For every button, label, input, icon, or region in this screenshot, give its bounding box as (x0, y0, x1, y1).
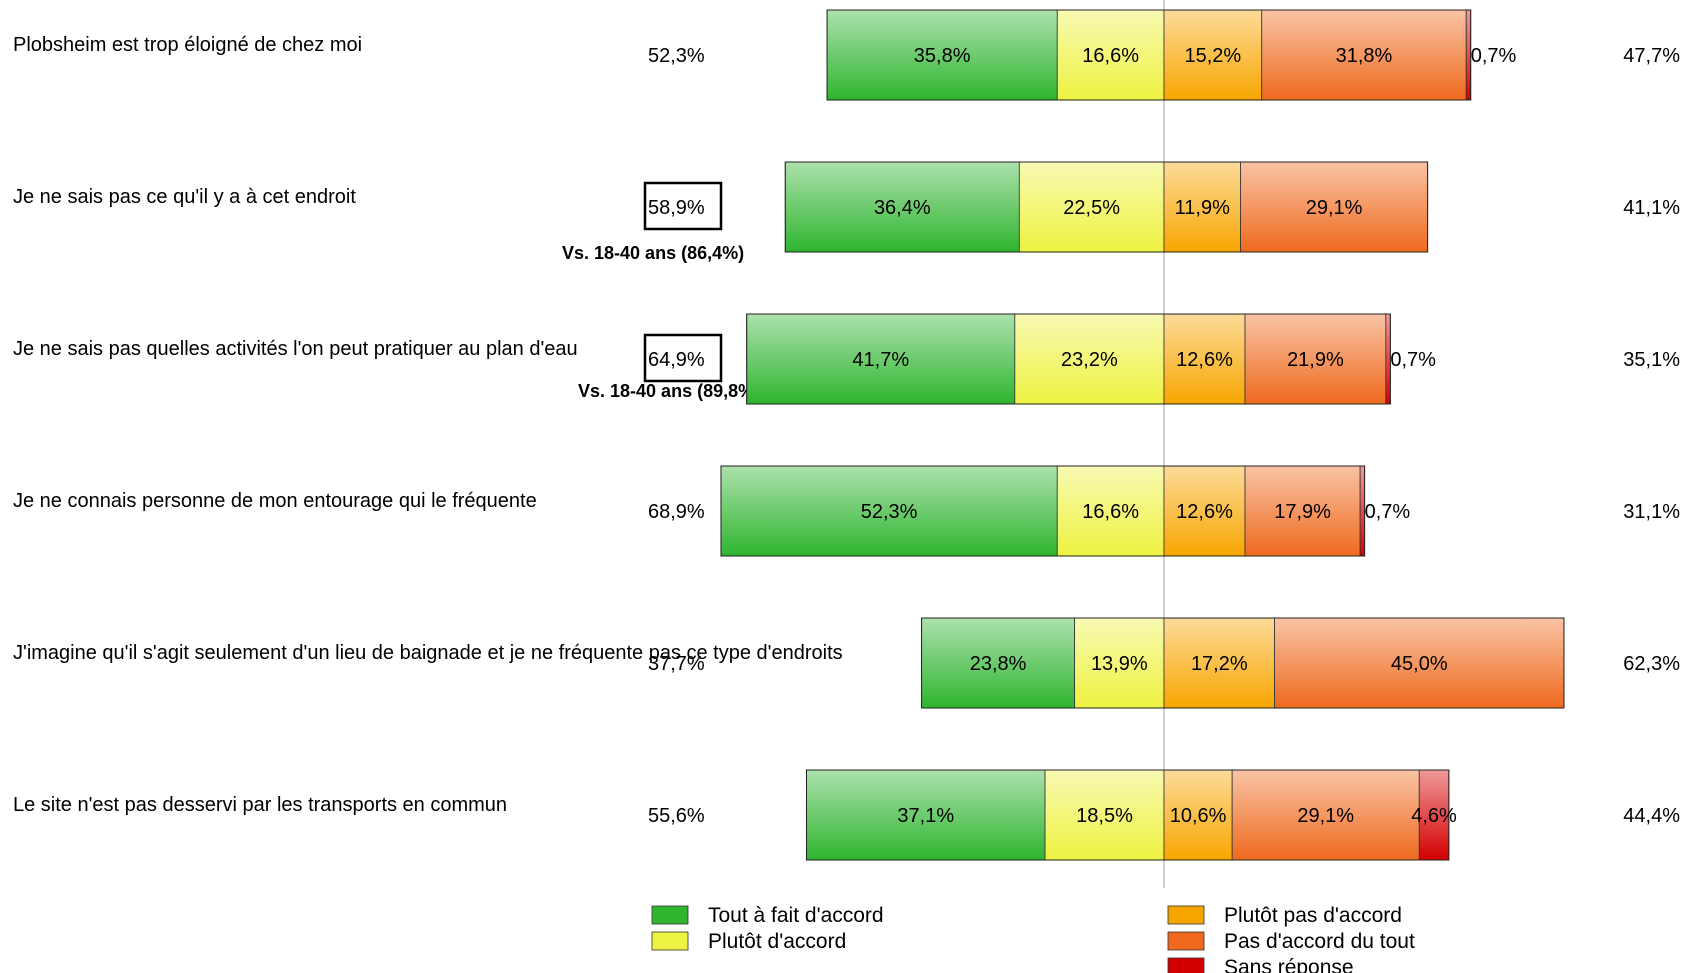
agree-total: 68,9% (648, 501, 705, 523)
agree-total: 55,6% (648, 805, 705, 827)
legend-item-tout-a-fait-d-accord: Tout à fait d'accord (651, 904, 884, 927)
data-label: 17,9% (1274, 501, 1331, 523)
row-5: J'imagine qu'il s'agit seulement d'un li… (13, 617, 1680, 709)
data-label: 4,6% (1411, 805, 1457, 827)
row-1: Plobsheim est trop éloigné de chez moi 52… (13, 9, 1680, 101)
bar-outline (921, 617, 1565, 709)
category-label: Je ne connais personne de mon entourage … (13, 490, 537, 512)
category-label: J'imagine qu'il s'agit seulement d'un li… (13, 642, 843, 664)
legend-item-plutot-pas-d-accord: Plutôt pas d'accord (1167, 904, 1402, 927)
data-label: 21,9% (1287, 349, 1344, 371)
comparison-note: Vs. 18-40 ans (86,4%) (562, 243, 744, 263)
bar-outline (720, 465, 1366, 557)
row-3: Je ne sais pas quelles activités l'on pe… (13, 313, 1680, 405)
bar-segment-pas-d-accord-du-tout (1244, 313, 1387, 405)
row-2: Je ne sais pas ce qu'il y a à cet endroi… (13, 161, 1680, 263)
bar-segment-tout-a-fait-d-accord (720, 465, 1058, 557)
data-label: 0,7% (1471, 45, 1517, 67)
category-label: Je ne sais pas ce qu'il y a à cet endroi… (13, 186, 356, 208)
legend-swatch (1167, 957, 1205, 973)
disagree-total: 31,1% (1623, 501, 1680, 523)
data-label: 23,8% (970, 653, 1027, 675)
legend-swatch (651, 905, 689, 925)
data-label: 11,9% (1175, 197, 1230, 219)
legend-label: Sans réponse (1224, 956, 1354, 973)
category-label: Le site n'est pas desservi par les trans… (13, 794, 507, 816)
legend-swatch (1167, 931, 1205, 951)
category-label: Je ne sais pas quelles activités l'on pe… (13, 338, 578, 360)
bar-segment-plutot-d-accord (1044, 769, 1165, 861)
data-label: 29,1% (1306, 197, 1363, 219)
data-label: 29,1% (1297, 805, 1354, 827)
data-label: 17,2% (1191, 653, 1248, 675)
bar-segment-pas-d-accord-du-tout (1240, 161, 1429, 253)
data-label: 10,6% (1170, 805, 1227, 827)
data-label: 16,6% (1082, 45, 1139, 67)
bar-segment-plutot-pas-d-accord (1163, 465, 1246, 557)
chart-rows: Plobsheim est trop éloigné de chez moi 52… (13, 0, 1680, 888)
agree-total: 37,7% (648, 653, 705, 675)
data-label: 37,1% (897, 805, 954, 827)
legend: Tout à fait d'accord Plutôt d'accord Plutô… (651, 904, 1415, 973)
data-label: 36,4% (874, 197, 931, 219)
legend-swatch (1167, 905, 1205, 925)
data-label: 22,5% (1063, 197, 1120, 219)
bar-segment-plutot-d-accord (1056, 9, 1165, 101)
row-6: Le site n'est pas desservi par les trans… (13, 769, 1680, 861)
agree-total-highlight-box (643, 181, 723, 231)
legend-item-pas-d-accord-du-tout: Pas d'accord du tout (1167, 930, 1415, 953)
data-label: 12,6% (1176, 501, 1233, 523)
bar-segment-plutot-d-accord (1074, 617, 1165, 709)
category-label: Plobsheim est trop éloigné de chez moi (13, 34, 362, 56)
legend-label: Plutôt d'accord (708, 930, 846, 953)
data-label: 31,8% (1336, 45, 1393, 67)
disagree-total: 47,7% (1623, 45, 1680, 67)
bar-segment-pas-d-accord-du-tout (1244, 465, 1361, 557)
disagree-total: 62,3% (1623, 653, 1680, 675)
agree-total: 52,3% (648, 45, 705, 67)
bar-segment-tout-a-fait-d-accord (784, 161, 1020, 253)
row-4: Je ne connais personne de mon entourage … (13, 465, 1680, 557)
data-label: 41,7% (852, 349, 909, 371)
disagree-total: 35,1% (1623, 349, 1680, 371)
bar-segment-plutot-pas-d-accord (1163, 769, 1233, 861)
bar-outline (784, 161, 1429, 253)
data-label: 35,8% (914, 45, 971, 67)
data-label: 0,7% (1390, 349, 1436, 371)
legend-label: Pas d'accord du tout (1224, 930, 1415, 953)
bar-segment-tout-a-fait-d-accord (806, 769, 1046, 861)
bar-outline (746, 313, 1391, 405)
disagree-total: 41,1% (1623, 197, 1680, 219)
data-label: 15,2% (1185, 45, 1242, 67)
data-label: 18,5% (1076, 805, 1133, 827)
bar-segment-plutot-pas-d-accord (1163, 617, 1275, 709)
data-label: 0,7% (1365, 501, 1411, 523)
bar-outline (826, 9, 1472, 101)
agree-total: 58,9% (648, 197, 705, 219)
legend-swatch (651, 931, 689, 951)
bar-segment-plutot-pas-d-accord (1163, 313, 1246, 405)
data-label: 16,6% (1082, 501, 1139, 523)
agree-total-highlight-box (643, 333, 723, 383)
bar-segment-plutot-pas-d-accord (1163, 161, 1241, 253)
data-label: 12,6% (1176, 349, 1233, 371)
legend-label: Tout à fait d'accord (708, 904, 884, 927)
data-label: 13,9% (1091, 653, 1148, 675)
legend-item-sans-reponse: Sans réponse (1167, 956, 1354, 973)
data-label: 45,0% (1391, 653, 1448, 675)
data-label: 23,2% (1061, 349, 1118, 371)
bar-outline (805, 769, 1450, 861)
disagree-total: 44,4% (1623, 805, 1680, 827)
comparison-note: Vs. 18-40 ans (89,8%) (578, 381, 760, 401)
legend-item-plutot-d-accord: Plutôt d'accord (651, 930, 846, 953)
agree-total: 64,9% (648, 349, 705, 371)
data-label: 52,3% (861, 501, 918, 523)
bar-segment-pas-d-accord-du-tout (1274, 617, 1565, 709)
bar-segment-plutot-d-accord (1056, 465, 1165, 557)
legend-label: Plutôt pas d'accord (1224, 904, 1402, 927)
